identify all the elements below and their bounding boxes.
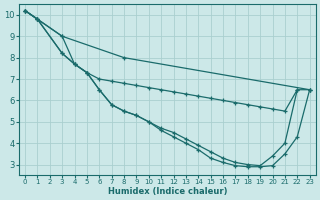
X-axis label: Humidex (Indice chaleur): Humidex (Indice chaleur) <box>108 187 227 196</box>
